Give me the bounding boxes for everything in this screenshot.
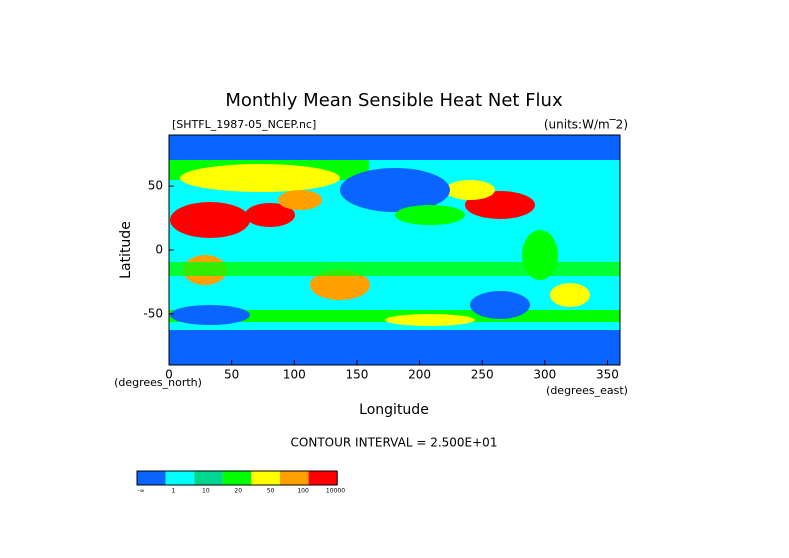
colorbar-label: -∞ [137, 488, 144, 495]
colorbar-label: 1 [171, 488, 175, 495]
colorbar-swatch [222, 471, 252, 485]
colorbar-swatch [137, 471, 166, 485]
colorbar-swatch [308, 471, 338, 485]
colorbar-label: 10 [202, 488, 210, 495]
colorbar-label: 20 [234, 488, 242, 495]
colorbar-label: 100 [297, 488, 309, 495]
x-tick-label: 350 [596, 368, 619, 382]
colorbar-swatch [194, 471, 223, 485]
chart-title: Monthly Mean Sensible Heat Net Flux [225, 90, 563, 111]
x-tick-label: 250 [471, 368, 494, 382]
y-axis-label: Latitude [118, 221, 134, 279]
x-tick-label: 100 [283, 368, 306, 382]
units: (units:W/m‾2) [544, 118, 628, 132]
annotation: CONTOUR INTERVAL = 2.500E+01 [291, 436, 498, 450]
y-unit-label: (degrees_north) [114, 376, 202, 389]
colorbar-swatch [165, 471, 195, 485]
colorbar-label: 10000 [326, 488, 345, 495]
x-tick-label: 0 [165, 368, 173, 382]
x-axis-label: Longitude [359, 402, 429, 418]
colorbar-label: 50 [267, 488, 275, 495]
y-tick-label: 50 [148, 179, 163, 193]
y-tick-label: -50 [143, 306, 163, 320]
x-tick-label: 50 [224, 368, 239, 382]
map-field [169, 135, 620, 365]
colorbar-swatch [251, 471, 280, 485]
x-tick-label: 300 [533, 368, 556, 382]
y-tick-label: 0 [155, 243, 163, 257]
colorbar-frame [136, 470, 338, 486]
x-tick-label: 200 [408, 368, 431, 382]
x-unit-label: (degrees_east) [546, 384, 628, 397]
subtitle: [SHTFL_1987-05_NCEP.nc] [172, 118, 316, 131]
colorbar-swatch [280, 471, 309, 485]
x-tick-label: 150 [345, 368, 368, 382]
